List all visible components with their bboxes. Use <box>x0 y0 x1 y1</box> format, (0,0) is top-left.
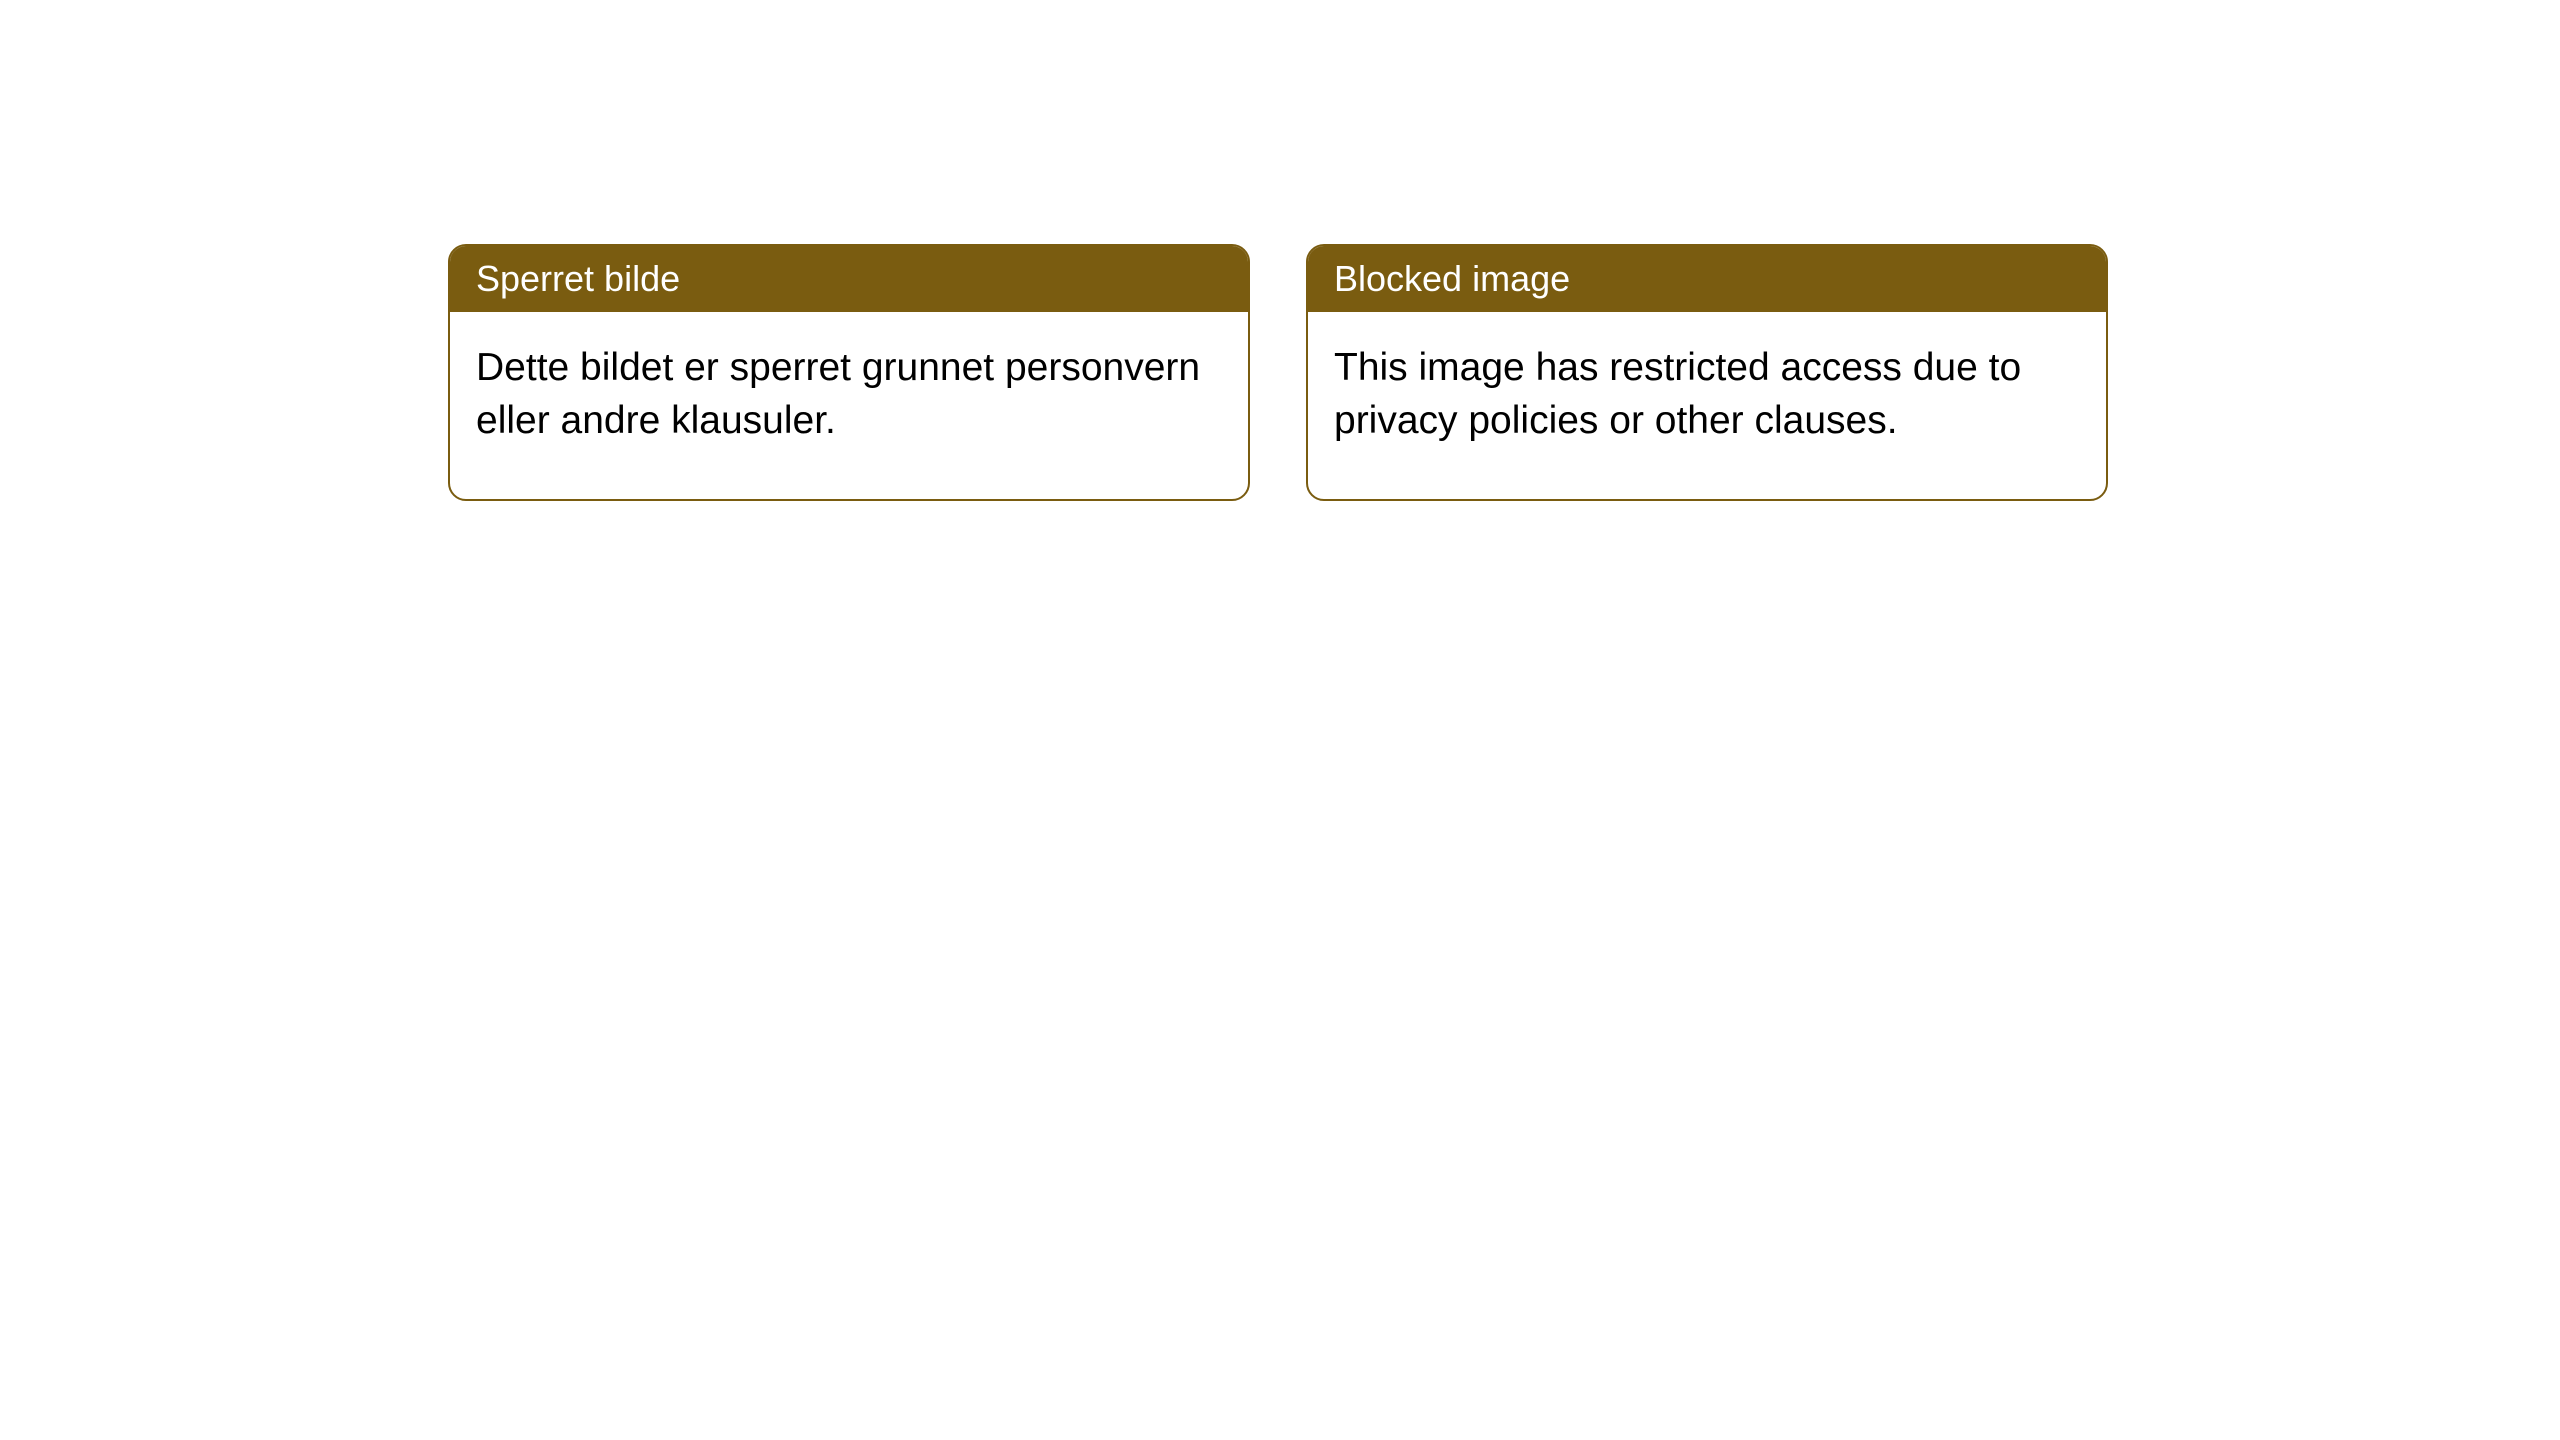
notice-card-norwegian: Sperret bilde Dette bildet er sperret gr… <box>448 244 1250 501</box>
notice-header: Sperret bilde <box>450 246 1248 312</box>
notice-body: Dette bildet er sperret grunnet personve… <box>450 312 1248 499</box>
notice-body: This image has restricted access due to … <box>1308 312 2106 499</box>
notice-card-english: Blocked image This image has restricted … <box>1306 244 2108 501</box>
notice-header: Blocked image <box>1308 246 2106 312</box>
notice-container: Sperret bilde Dette bildet er sperret gr… <box>448 244 2108 501</box>
